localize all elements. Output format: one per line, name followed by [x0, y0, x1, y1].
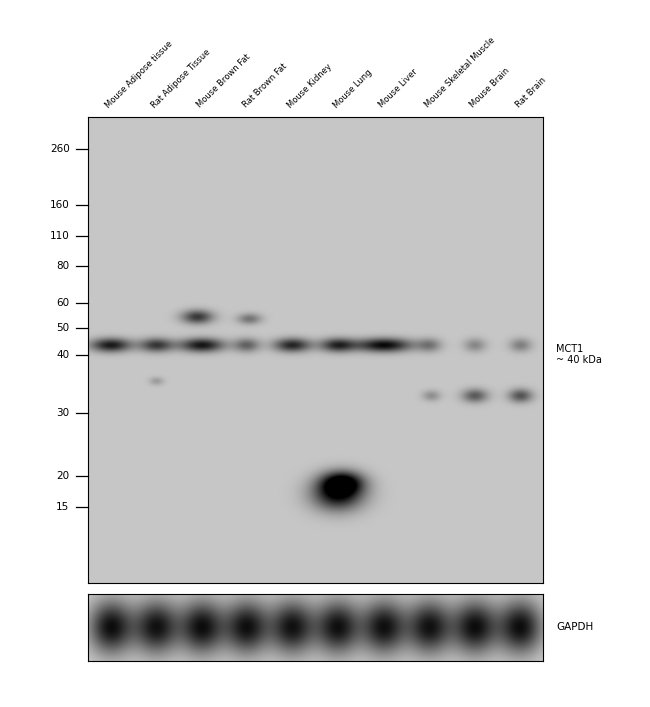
Text: Mouse Lung: Mouse Lung: [332, 67, 374, 110]
Text: 50: 50: [57, 322, 70, 332]
Text: 160: 160: [50, 200, 70, 210]
Text: 260: 260: [50, 144, 70, 154]
Text: Mouse Brown Fat: Mouse Brown Fat: [195, 52, 252, 110]
Text: Mouse Brain: Mouse Brain: [468, 66, 512, 110]
Text: GAPDH: GAPDH: [556, 622, 593, 633]
Text: 15: 15: [57, 502, 70, 512]
Text: MCT1
~ 40 kDa: MCT1 ~ 40 kDa: [556, 344, 603, 366]
Text: Rat Brown Fat: Rat Brown Fat: [240, 62, 289, 110]
Text: Mouse Kidney: Mouse Kidney: [286, 62, 334, 110]
Text: Mouse Adipose tissue: Mouse Adipose tissue: [104, 39, 175, 110]
Text: Mouse Skeletal Muscle: Mouse Skeletal Muscle: [422, 36, 497, 110]
Text: Rat Adipose Tissue: Rat Adipose Tissue: [150, 47, 212, 110]
Text: 20: 20: [57, 471, 70, 481]
Text: 80: 80: [57, 261, 70, 271]
Text: 110: 110: [50, 230, 70, 240]
Text: Mouse Liver: Mouse Liver: [377, 67, 419, 110]
Text: 40: 40: [57, 350, 70, 360]
Text: Rat Brain: Rat Brain: [514, 76, 547, 110]
Text: 60: 60: [57, 298, 70, 308]
Text: 30: 30: [57, 408, 70, 418]
